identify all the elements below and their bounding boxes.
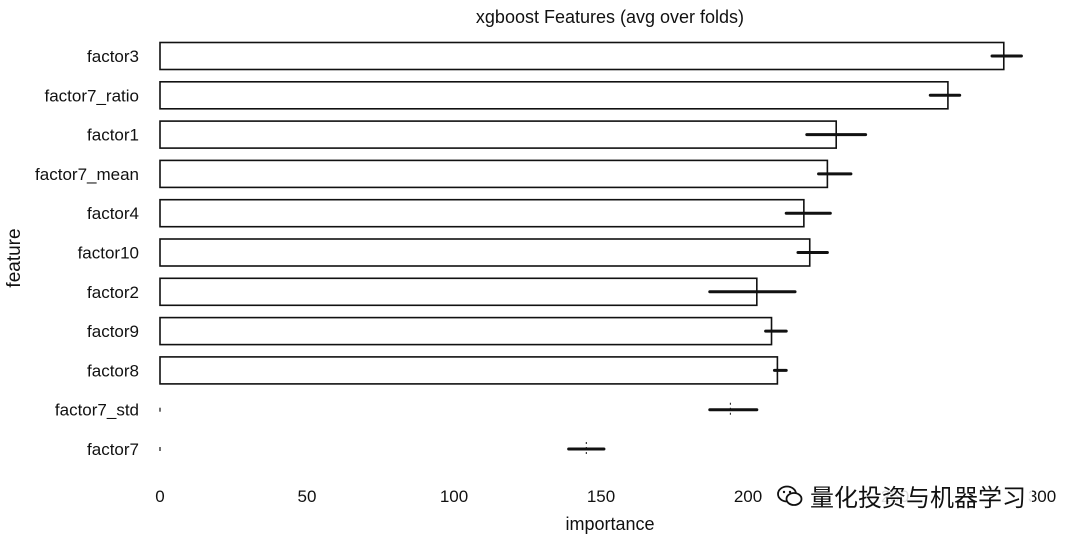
x-tick-label: 150 bbox=[587, 487, 615, 506]
bar bbox=[159, 356, 779, 385]
bar bbox=[159, 198, 805, 228]
wechat-icon bbox=[777, 485, 803, 506]
bar bbox=[159, 316, 773, 346]
y-tick-label: factor7 bbox=[87, 440, 139, 459]
y-axis-label: feature bbox=[4, 228, 25, 287]
y-tick-label: factor7_ratio bbox=[45, 86, 140, 105]
bar bbox=[159, 159, 829, 189]
y-tick-label: factor4 bbox=[87, 204, 139, 223]
watermark: 量化投资与机器学习 bbox=[770, 478, 1032, 513]
chart-title: xgboost Features (avg over folds) bbox=[476, 7, 744, 27]
x-tick-label: 100 bbox=[440, 487, 468, 506]
x-tick-label: 50 bbox=[298, 487, 317, 506]
y-tick-label: factor3 bbox=[87, 47, 139, 66]
y-tick-label: factor7_mean bbox=[35, 165, 139, 184]
watermark-text: 量化投资与机器学习 bbox=[810, 484, 1026, 512]
x-tick-label: 300 bbox=[1028, 487, 1056, 506]
bar bbox=[159, 120, 838, 149]
y-tick-label: factor1 bbox=[87, 126, 139, 145]
bar bbox=[159, 41, 1005, 71]
y-tick-label: factor8 bbox=[87, 361, 139, 380]
y-tick-label: factor9 bbox=[87, 322, 139, 341]
x-tick-label: 0 bbox=[155, 487, 164, 506]
y-tick-label: factor2 bbox=[87, 283, 139, 302]
bar bbox=[159, 81, 949, 110]
bar bbox=[159, 238, 811, 267]
bar bbox=[159, 277, 758, 307]
x-tick-label: 200 bbox=[734, 487, 762, 506]
y-tick-label: factor10 bbox=[78, 244, 139, 263]
x-axis-label: importance bbox=[565, 514, 654, 534]
plot-area: factor3 factor7_ratio factor1 factor7_meanf… bbox=[35, 41, 1056, 506]
y-tick-label: factor7_std bbox=[55, 401, 139, 420]
